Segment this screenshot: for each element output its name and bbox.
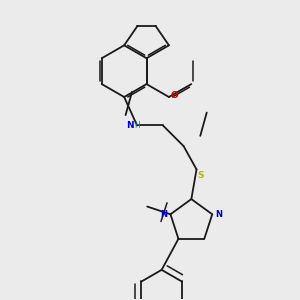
- Text: S: S: [198, 171, 204, 180]
- Text: O: O: [171, 91, 178, 100]
- Text: N: N: [126, 121, 134, 130]
- Text: H: H: [134, 121, 140, 130]
- Text: N: N: [160, 210, 167, 219]
- Text: N: N: [215, 210, 222, 219]
